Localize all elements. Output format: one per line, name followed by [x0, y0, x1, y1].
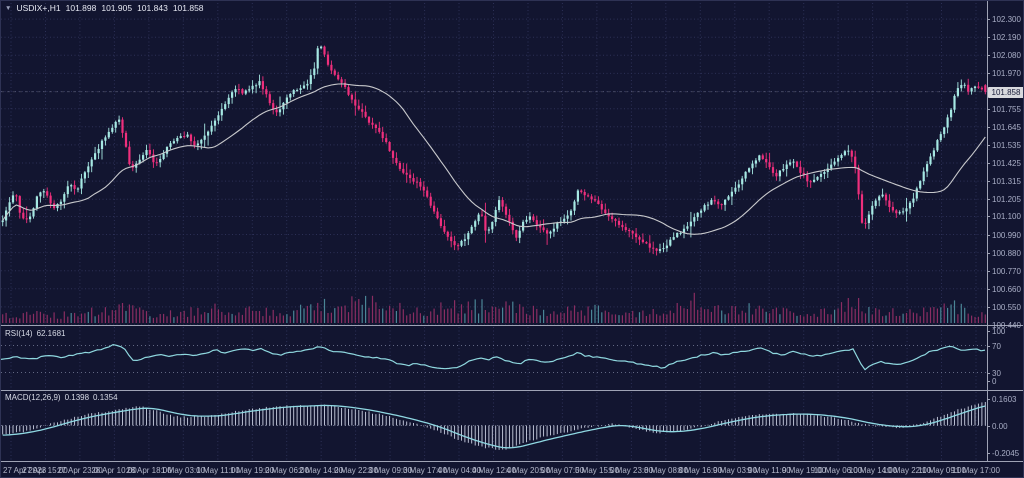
quote-open: 101.898 [65, 3, 97, 13]
time-axis-label: 3 May 09:00 [367, 466, 413, 475]
rsi-name: RSI(14) [5, 329, 33, 338]
macd-axis-label: 0.00 [992, 422, 1008, 431]
axis-tick [987, 325, 990, 326]
axis-tick [987, 216, 990, 217]
rsi-axis-label: 30 [992, 369, 1001, 378]
rsi-value: 62.1681 [36, 329, 66, 338]
time-axis-label: 2 May 22:00 [333, 466, 379, 475]
time-axis-label: 8 May 08:00 [643, 466, 689, 475]
macd-indicator-label: MACD(12,26,9) 0.1398 0.1354 [5, 393, 118, 402]
time-axis-label: 10 May 14:00 [848, 466, 898, 475]
time-axis-label: 9 May 19:00 [781, 466, 827, 475]
time-axis-border [1, 461, 1023, 462]
time-axis-label: 2 May 06:00 [264, 466, 310, 475]
axis-tick [987, 235, 990, 236]
price-axis-label: 101.425 [992, 159, 1021, 168]
rsi-axis-label: 0 [992, 377, 997, 386]
quote-high: 101.905 [101, 3, 133, 13]
price-axis-label: 101.645 [992, 123, 1021, 132]
collapse-indicator-icon[interactable]: ▼ [5, 4, 12, 12]
time-axis-label: 5 May 23:00 [608, 466, 654, 475]
axis-tick [987, 346, 990, 347]
axis-tick [987, 145, 990, 146]
time-axis-label: 9 May 03:00 [712, 466, 758, 475]
axis-tick [987, 181, 990, 182]
axis-tick [987, 289, 990, 290]
price-axis-label: 101.315 [992, 177, 1021, 186]
price-axis-label: 100.880 [992, 249, 1021, 258]
panel-separator-macd[interactable] [1, 390, 1023, 391]
rsi-indicator-label: RSI(14) 62.1681 [5, 329, 65, 338]
axis-tick [987, 55, 990, 56]
time-axis-label: 1 May 03:00 [160, 466, 206, 475]
rsi-axis-label: 100 [992, 327, 1006, 336]
time-axis-label: 1 May 11:00 [196, 466, 240, 475]
time-axis-label: 4 May 04:00 [436, 466, 482, 475]
price-axis-label: 101.970 [992, 69, 1021, 78]
current-price-tag: 101.858 [988, 87, 1023, 98]
axis-tick [987, 199, 990, 200]
time-axis-label: 11 May 09:00 [918, 466, 966, 475]
time-axis-label: 3 May 17:00 [402, 466, 448, 475]
price-axis-label: 101.755 [992, 105, 1021, 114]
axis-tick [987, 399, 990, 400]
price-axis-label: 102.300 [992, 15, 1021, 24]
price-axis-label: 101.205 [992, 195, 1021, 204]
price-axis-border [987, 1, 988, 461]
axis-tick [987, 253, 990, 254]
axis-tick [987, 426, 990, 427]
axis-tick [987, 307, 990, 308]
axis-tick [987, 271, 990, 272]
time-axis-label: 27 Apr 15:00 [22, 466, 68, 475]
quote-low: 101.843 [137, 3, 168, 13]
axis-tick [987, 73, 990, 74]
price-axis-label: 102.080 [992, 51, 1021, 60]
price-axis-label: 100.770 [992, 267, 1021, 276]
time-axis-label: 1 May 19:00 [229, 466, 275, 475]
macd-axis-label: -0.2045 [992, 449, 1020, 458]
axis-tick [987, 37, 990, 38]
time-axis-label: 10 May 06:00 [813, 466, 863, 475]
axis-tick [987, 19, 990, 20]
axis-tick [987, 109, 990, 110]
price-axis-label: 100.440 [992, 321, 1021, 330]
chart-title-bar: ▼ USDIX+,H1 101.898 101.905 101.843 101.… [5, 3, 204, 13]
time-axis-label: 28 Apr 10:00 [91, 466, 137, 475]
quote-close: 101.858 [172, 3, 204, 13]
time-axis-label: 27 Apr 2023 [3, 466, 47, 475]
time-axis-label: 5 May 15:00 [574, 466, 620, 475]
price-axis-label: 102.190 [992, 33, 1021, 42]
macd-name: MACD(12,26,9) [5, 393, 61, 402]
time-axis-label: 4 May 20:00 [505, 466, 551, 475]
time-axis-label: 28 Apr 18:00 [126, 466, 172, 475]
panel-separator-rsi[interactable] [1, 325, 1023, 326]
axis-tick [987, 331, 990, 332]
price-axis-label: 100.990 [992, 231, 1021, 240]
time-axis-label: 5 May 07:00 [539, 466, 585, 475]
macd-value: 0.1398 [64, 393, 90, 402]
price-axis-label: 101.100 [992, 212, 1021, 221]
time-axis-label: 8 May 16:00 [677, 466, 723, 475]
axis-tick [987, 373, 990, 374]
rsi-axis-label: 70 [992, 342, 1001, 351]
time-axis-label: 27 Apr 23:00 [57, 466, 103, 475]
axis-tick [987, 381, 990, 382]
time-axis-label: 9 May 11:00 [747, 466, 791, 475]
price-axis-label: 101.535 [992, 141, 1021, 150]
axis-tick [987, 453, 990, 454]
axis-tick [987, 163, 990, 164]
macd-axis-label: 0.1603 [992, 395, 1017, 404]
symbol-timeframe: USDIX+,H1 [16, 3, 61, 13]
time-axis-label: 2 May 14:00 [298, 466, 344, 475]
time-axis-label: 4 May 12:00 [471, 466, 517, 475]
price-axis-label: 100.660 [992, 285, 1021, 294]
time-axis-label: 10 May 22:00 [882, 466, 932, 475]
time-axis-label: 11 May 17:00 [952, 466, 1000, 475]
price-axis-label: 100.550 [992, 303, 1021, 312]
macd-signal-value: 0.1354 [93, 393, 118, 402]
axis-tick [987, 127, 990, 128]
